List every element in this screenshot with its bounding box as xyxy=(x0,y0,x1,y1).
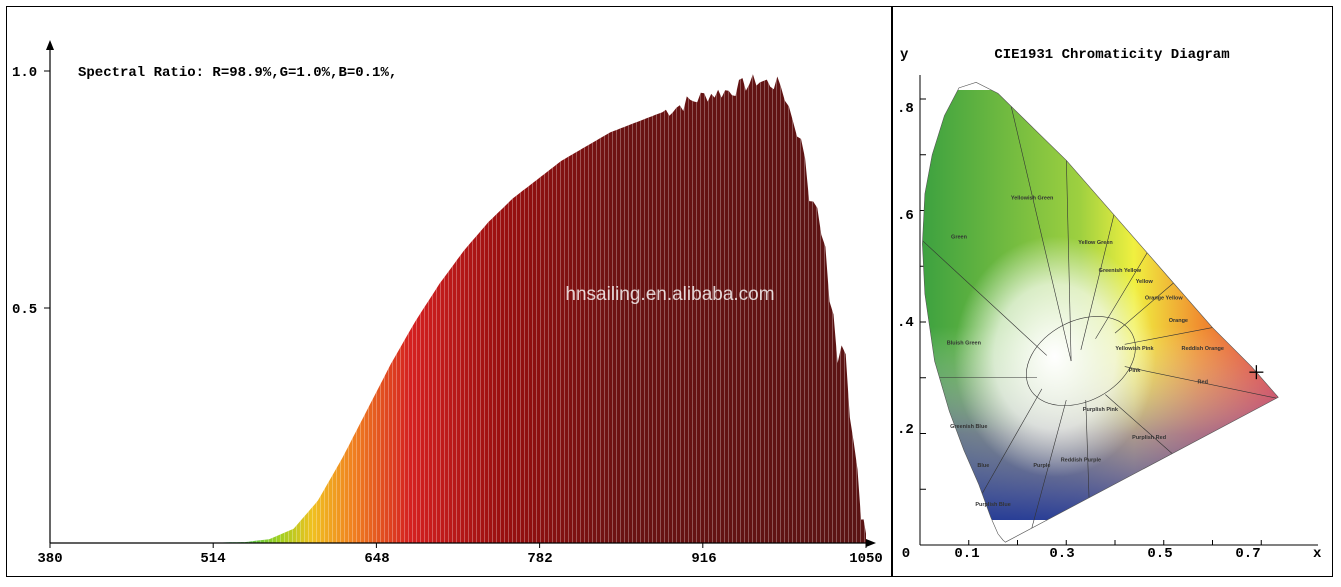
cie-title: CIE1931 Chromaticity Diagram xyxy=(994,47,1229,63)
region-label-reddish-orange: Reddish Orange xyxy=(1182,346,1224,352)
x-tick-label-3: 648 xyxy=(364,551,389,567)
region-label-greenish-yellow: Greenish Yellow xyxy=(1099,268,1142,274)
cie-x-tick-label-4: 0.7 xyxy=(1235,546,1260,562)
region-label-purple: Purple xyxy=(1033,463,1050,469)
cie-region-labels: Green Yellowish Green Yellow Green Greenish… xyxy=(947,195,1224,508)
region-label-red: Red xyxy=(1198,379,1208,385)
cie-y-tick-label-1: .8 xyxy=(897,101,914,117)
region-boundary-4 xyxy=(1114,282,1174,334)
cie-x-tick-label-2: 0.3 xyxy=(1049,546,1074,562)
x-tick-label-2: 514 xyxy=(200,551,225,567)
cie-y-label: y xyxy=(900,47,909,63)
cie-x-tick-label-3: 0.5 xyxy=(1147,546,1172,562)
region-boundary-3 xyxy=(1095,249,1150,339)
region-label-purplish-blue: Purplish Blue xyxy=(975,502,1010,508)
cie-horseshoe xyxy=(922,82,1279,543)
watermark: hnsailing.en.alibaba.com xyxy=(565,284,774,305)
cie-y-tick-label-4: .2 xyxy=(897,422,914,438)
cie-x-tick-label-0: 0 xyxy=(902,546,910,562)
x-tick-label-4: 782 xyxy=(527,551,552,567)
region-label-yellowish-green: Yellowish Green xyxy=(1011,195,1054,201)
region-label-blue: Blue xyxy=(977,463,989,469)
cie-x-label: x xyxy=(1313,546,1322,562)
x-tick-label-1: 380 xyxy=(37,551,62,567)
white-region-boundary xyxy=(1026,316,1136,406)
region-label-yellow: Yellow xyxy=(1136,279,1154,285)
cie-x-tick-label-1: 0.1 xyxy=(954,546,979,562)
region-boundary-2 xyxy=(1080,210,1116,350)
cie-chart: CIE1931 Chromaticity Diagram y x 0 0.1 0… xyxy=(897,47,1322,562)
cie-y-tick-label-2: .6 xyxy=(897,208,914,224)
cie-outline xyxy=(922,81,1279,543)
spectral-chart: 1.0 0.5 Spectral Ratio: R=98.9%,G=1.0%,B… xyxy=(12,40,883,567)
y-tick-label-1: 1.0 xyxy=(12,65,37,81)
y-axis-arrow xyxy=(46,40,54,50)
chart-frame xyxy=(6,6,1333,577)
region-label-orange: Orange xyxy=(1169,318,1188,324)
panel-divider xyxy=(891,6,893,577)
cie-ticks xyxy=(920,98,1262,545)
chromaticity-point xyxy=(1249,365,1264,380)
region-label-orange-yellow: Orange Yellow xyxy=(1145,296,1184,302)
region-boundary-6 xyxy=(1124,366,1279,401)
region-label-purplish-red: Purplish Red xyxy=(1132,435,1166,441)
region-boundary-11 xyxy=(922,238,1047,356)
region-boundary-0 xyxy=(1002,82,1072,362)
region-label-green: Green xyxy=(951,234,968,240)
region-boundary-8 xyxy=(1026,399,1067,543)
region-label-pink: Pink xyxy=(1129,368,1142,374)
region-label-reddish-purple: Reddish Purple xyxy=(1061,457,1101,463)
region-boundary-1 xyxy=(1065,154,1072,362)
region-boundary-5 xyxy=(1124,327,1213,345)
region-label-yellowish-pink: Yellowish Pink xyxy=(1115,346,1154,352)
x-axis-arrow xyxy=(866,539,876,547)
x-tick-label-6: 1050 xyxy=(849,551,883,567)
region-label-yellow-green: Yellow Green xyxy=(1078,240,1113,246)
region-label-purplish-pink: Purplish Pink xyxy=(1083,407,1119,413)
spectral-area-stripes xyxy=(50,74,866,544)
x-tick-label-5: 916 xyxy=(691,551,716,567)
y-tick-label-2: 0.5 xyxy=(12,302,37,318)
spectral-title: Spectral Ratio: R=98.9%,G=1.0%,B=0.1%, xyxy=(78,65,397,81)
cie-y-tick-label-3: .4 xyxy=(897,315,914,331)
region-label-greenish-blue: Greenish Blue xyxy=(950,424,987,430)
region-label-bluish-green: Bluish Green xyxy=(947,340,982,346)
x-ticks: 380 514 648 782 916 1050 xyxy=(37,543,883,567)
